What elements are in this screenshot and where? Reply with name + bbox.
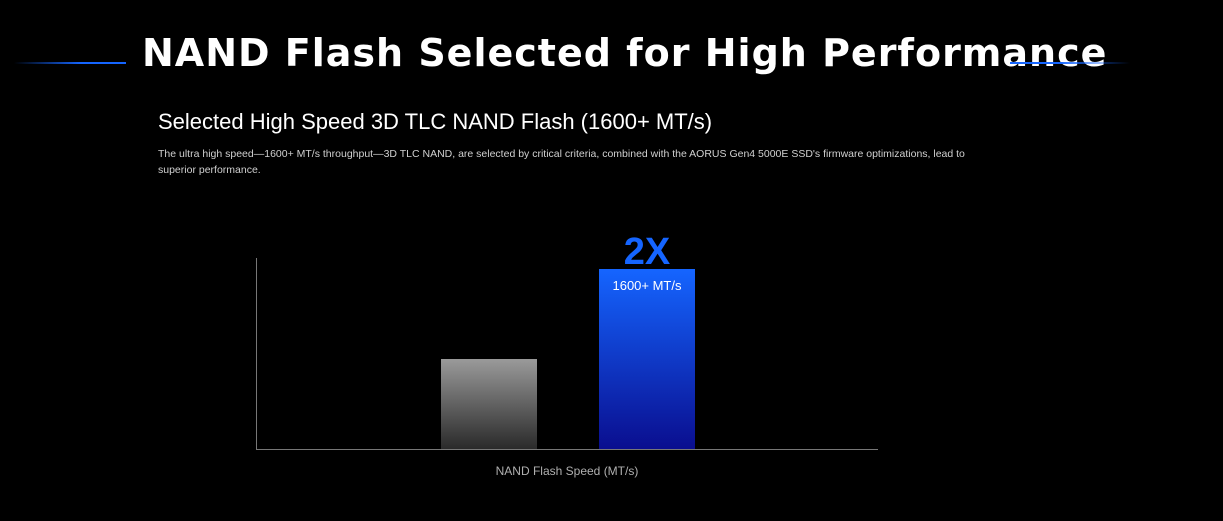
page-title: NAND Flash Selected for High Performance bbox=[142, 31, 1108, 75]
chart-bar-label-2: 1600+ MT/s bbox=[612, 278, 682, 293]
chart-bar-highlight-2: 2X bbox=[624, 231, 671, 273]
title-row: NAND Flash Selected for High Performance bbox=[0, 28, 1223, 80]
chart-bar-2 bbox=[599, 269, 695, 449]
chart-bar-1 bbox=[441, 359, 537, 449]
chart-bars: 1600+ MT/s 2X bbox=[441, 231, 695, 449]
section-description: The ultra high speed—1600+ MT/s throughp… bbox=[158, 148, 965, 176]
title-decoration-line-right bbox=[1010, 62, 1130, 64]
title-decoration-line-left bbox=[14, 62, 126, 64]
section-subtitle: Selected High Speed 3D TLC NAND Flash (1… bbox=[158, 109, 713, 134]
chart-x-axis-label: NAND Flash Speed (MT/s) bbox=[496, 464, 639, 478]
